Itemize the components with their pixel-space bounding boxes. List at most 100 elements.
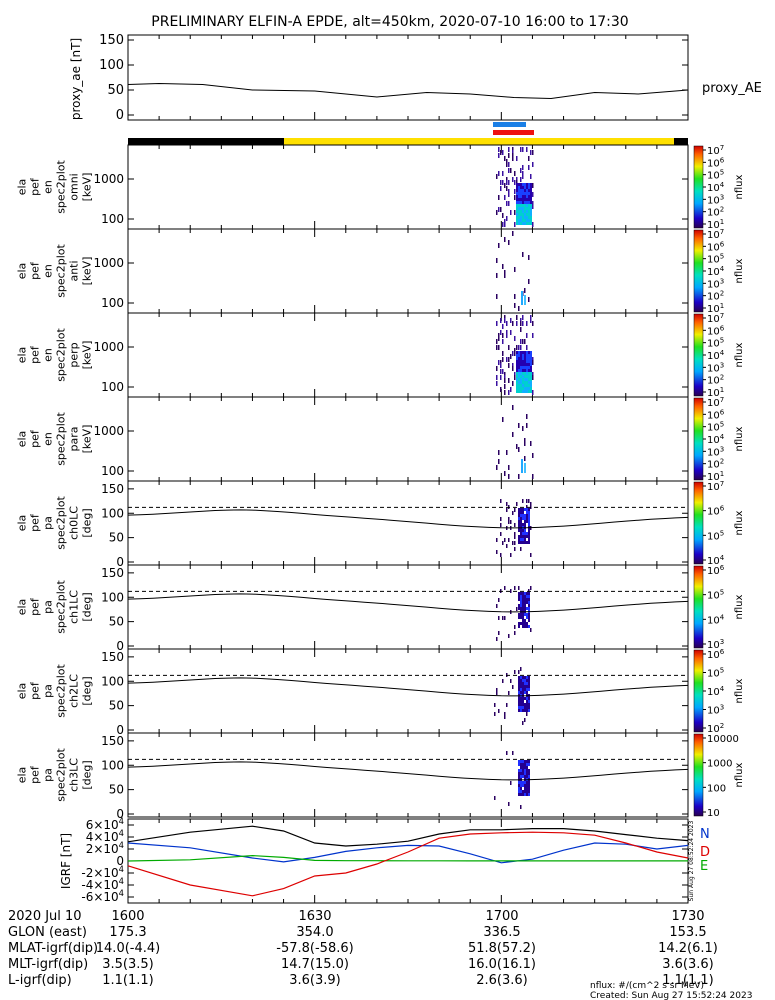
flux-pixel bbox=[504, 318, 506, 323]
flux-pixel bbox=[518, 670, 520, 674]
flux-pixel bbox=[518, 387, 520, 390]
flux-pixel bbox=[516, 354, 518, 357]
ephemeris-row: 2020 Jul 10 1600 1630 1700 1730 bbox=[8, 909, 705, 924]
flux-pixel bbox=[518, 213, 520, 216]
flux-pixel bbox=[528, 360, 530, 363]
flux-pixel bbox=[498, 459, 500, 464]
flux-pixel bbox=[532, 360, 534, 365]
flux-pixel bbox=[518, 688, 520, 691]
flux-pixel bbox=[524, 529, 526, 532]
flux-pixel bbox=[526, 192, 528, 195]
flux-pixel bbox=[528, 372, 530, 375]
panel-frame bbox=[127, 144, 689, 230]
flux-pixel bbox=[526, 381, 528, 384]
flux-pixel bbox=[530, 219, 532, 222]
flux-pixel bbox=[520, 613, 522, 616]
igrf-legend-item: N bbox=[700, 827, 710, 842]
flux-pixel bbox=[508, 345, 510, 350]
ephemeris-value: 14.0(-4.4) bbox=[96, 941, 160, 956]
flux-pixel bbox=[524, 766, 526, 769]
spectrogram-panels: 1000100elapefenspec2plotomni[keV]1071061… bbox=[16, 144, 746, 821]
flux-pixel bbox=[522, 357, 524, 360]
flux-pixel bbox=[520, 357, 522, 360]
flux-pixel bbox=[496, 604, 498, 608]
flux-pixel bbox=[516, 444, 518, 449]
flux-pixel bbox=[520, 595, 522, 598]
flux-pixel bbox=[532, 333, 534, 338]
flux-pixel bbox=[518, 523, 520, 526]
flux-pixel bbox=[522, 688, 524, 691]
colorbar bbox=[693, 649, 704, 733]
y-tick-label: 100 bbox=[101, 380, 124, 394]
flux-pixel bbox=[506, 159, 508, 164]
flux-pixel bbox=[526, 357, 528, 360]
flux-pixel bbox=[522, 721, 524, 725]
flux-pixel bbox=[520, 688, 522, 691]
flux-pixel bbox=[522, 354, 524, 357]
flux-pixel bbox=[504, 183, 506, 188]
flux-pixel bbox=[518, 508, 520, 511]
flux-pixel bbox=[526, 787, 528, 790]
orbit-bar-yellow bbox=[284, 138, 674, 145]
flux-pixel bbox=[496, 258, 498, 263]
flux-pixel bbox=[520, 787, 522, 790]
flux-pixel bbox=[520, 372, 522, 375]
flux-pixel bbox=[518, 790, 520, 793]
flux-pixel bbox=[506, 330, 508, 335]
colorbar-tick-label: 103 bbox=[707, 193, 724, 206]
flux-pixel bbox=[528, 216, 530, 219]
colorbar-tick-label: 103 bbox=[707, 704, 724, 717]
spectrogram-panel: 1000100elapefenspec2plotperp[keV]1071061… bbox=[16, 312, 746, 399]
flux-pixel bbox=[526, 183, 528, 186]
colorbar-label: nflux bbox=[734, 594, 745, 619]
flux-pixel bbox=[520, 766, 522, 769]
flux-pixel bbox=[522, 339, 524, 344]
flux-pixel bbox=[528, 156, 530, 161]
y-tick-label: -4×104 bbox=[81, 876, 124, 892]
proxy-ae-y-ticks: 150 100 50 0 bbox=[99, 33, 689, 123]
flux-pixel bbox=[520, 700, 522, 703]
flux-pixel bbox=[520, 508, 522, 511]
colorbar-tick-label: 106 bbox=[707, 648, 725, 661]
flux-pixel bbox=[518, 706, 520, 709]
flux-pixel bbox=[526, 372, 528, 375]
colorbar bbox=[693, 145, 704, 229]
flux-pixel bbox=[526, 387, 528, 390]
flux-pixel bbox=[516, 381, 518, 384]
flux-pixel bbox=[520, 189, 522, 192]
flux-pixel bbox=[506, 502, 508, 506]
flux-pixel bbox=[524, 775, 526, 778]
flux-pixel bbox=[520, 772, 522, 775]
flux-pixel bbox=[502, 417, 504, 422]
flux-pixel bbox=[518, 345, 520, 350]
flux-pixel bbox=[528, 213, 530, 216]
flux-pixel bbox=[524, 706, 526, 709]
flux-pixel bbox=[522, 426, 524, 431]
flux-pixel bbox=[530, 198, 532, 201]
flux-pixel bbox=[530, 174, 532, 179]
flux-pixel bbox=[496, 294, 498, 299]
flux-pixel bbox=[526, 195, 528, 198]
flux-pixel bbox=[512, 150, 514, 155]
flux-pixel bbox=[528, 499, 530, 503]
flux-pixel bbox=[528, 601, 530, 604]
ephemeris-value: 3.6(3.9) bbox=[289, 973, 341, 988]
flux-pixel bbox=[526, 676, 528, 679]
y-tick-label: 2×104 bbox=[86, 840, 124, 856]
flux-pixel bbox=[524, 381, 526, 384]
flux-pixel bbox=[528, 279, 530, 284]
flux-pixel bbox=[516, 387, 518, 390]
colorbar-tick-label: 100 bbox=[707, 783, 726, 794]
flux-pixel bbox=[518, 760, 520, 763]
flux-pixel bbox=[526, 697, 528, 700]
flux-pixel bbox=[528, 192, 530, 195]
y-tick-label: 100 bbox=[99, 58, 124, 73]
flux-pixel bbox=[518, 703, 520, 706]
flux-pixel bbox=[530, 354, 532, 357]
flux-pixel bbox=[528, 219, 530, 222]
flux-pixel bbox=[508, 162, 510, 167]
flux-pixel bbox=[526, 709, 528, 712]
flux-pixel bbox=[522, 351, 524, 354]
flux-pixel bbox=[520, 547, 522, 551]
igrf-legend-item: E bbox=[700, 859, 708, 874]
